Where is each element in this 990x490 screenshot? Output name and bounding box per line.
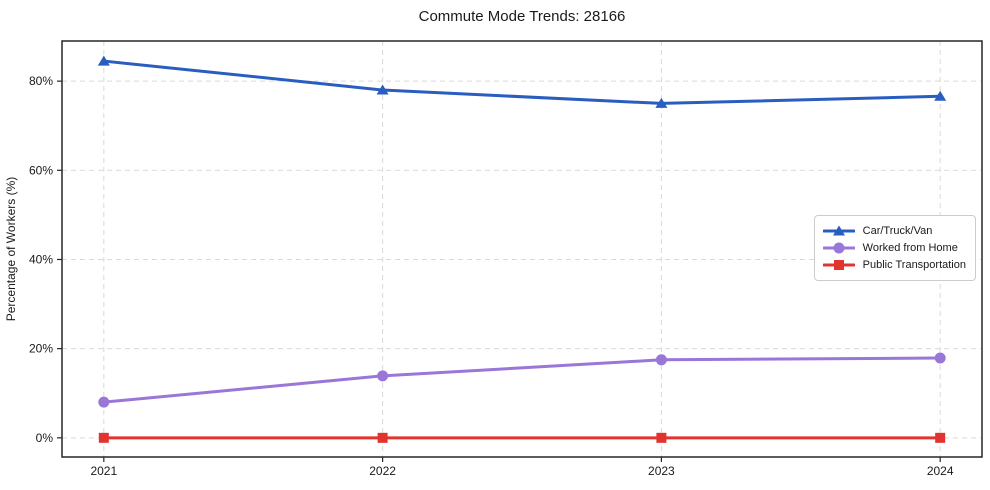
legend-item-car-truck-van: Car/Truck/Van: [822, 222, 966, 239]
series-car-truck-van: [97, 55, 947, 108]
y-tick-label: 0%: [36, 431, 54, 445]
x-tick-label: 2021: [90, 464, 117, 478]
y-axis-label: Percentage of Workers (%): [4, 177, 18, 322]
x-tick-label: 2023: [648, 464, 675, 478]
legend-item-public-transportation: Public Transportation: [822, 257, 966, 274]
axis-ticks: [57, 80, 941, 462]
legend: Car/Truck/Van Worked from Home Public Tr…: [813, 215, 976, 281]
y-tick-label: 60%: [29, 163, 53, 177]
legend-label-worked-from-home: Worked from Home: [862, 241, 958, 254]
axis-tick-labels: 0% 20% 40% 60% 80% 2021 2022 2023 2024: [29, 74, 954, 478]
series-worked-from-home: [98, 352, 946, 408]
public-transportation-line-marker-icon: [822, 260, 855, 271]
x-tick-label: 2024: [927, 464, 954, 478]
car-truck-van-line-marker-icon: [822, 225, 855, 236]
y-tick-label: 20%: [29, 342, 53, 356]
series-public-transportation: [98, 432, 946, 443]
legend-label-car-truck-van: Car/Truck/Van: [862, 224, 933, 237]
worked-from-home-line-marker-icon: [822, 242, 855, 254]
y-tick-label: 40%: [29, 252, 53, 266]
legend-label-public-transportation: Public Transportation: [862, 259, 966, 272]
x-tick-label: 2022: [369, 464, 396, 478]
legend-item-worked-from-home: Worked from Home: [822, 239, 966, 256]
y-tick-label: 80%: [29, 74, 53, 88]
chart-title: Commute Mode Trends: 28166: [418, 8, 626, 25]
plot-frame: [61, 40, 983, 458]
